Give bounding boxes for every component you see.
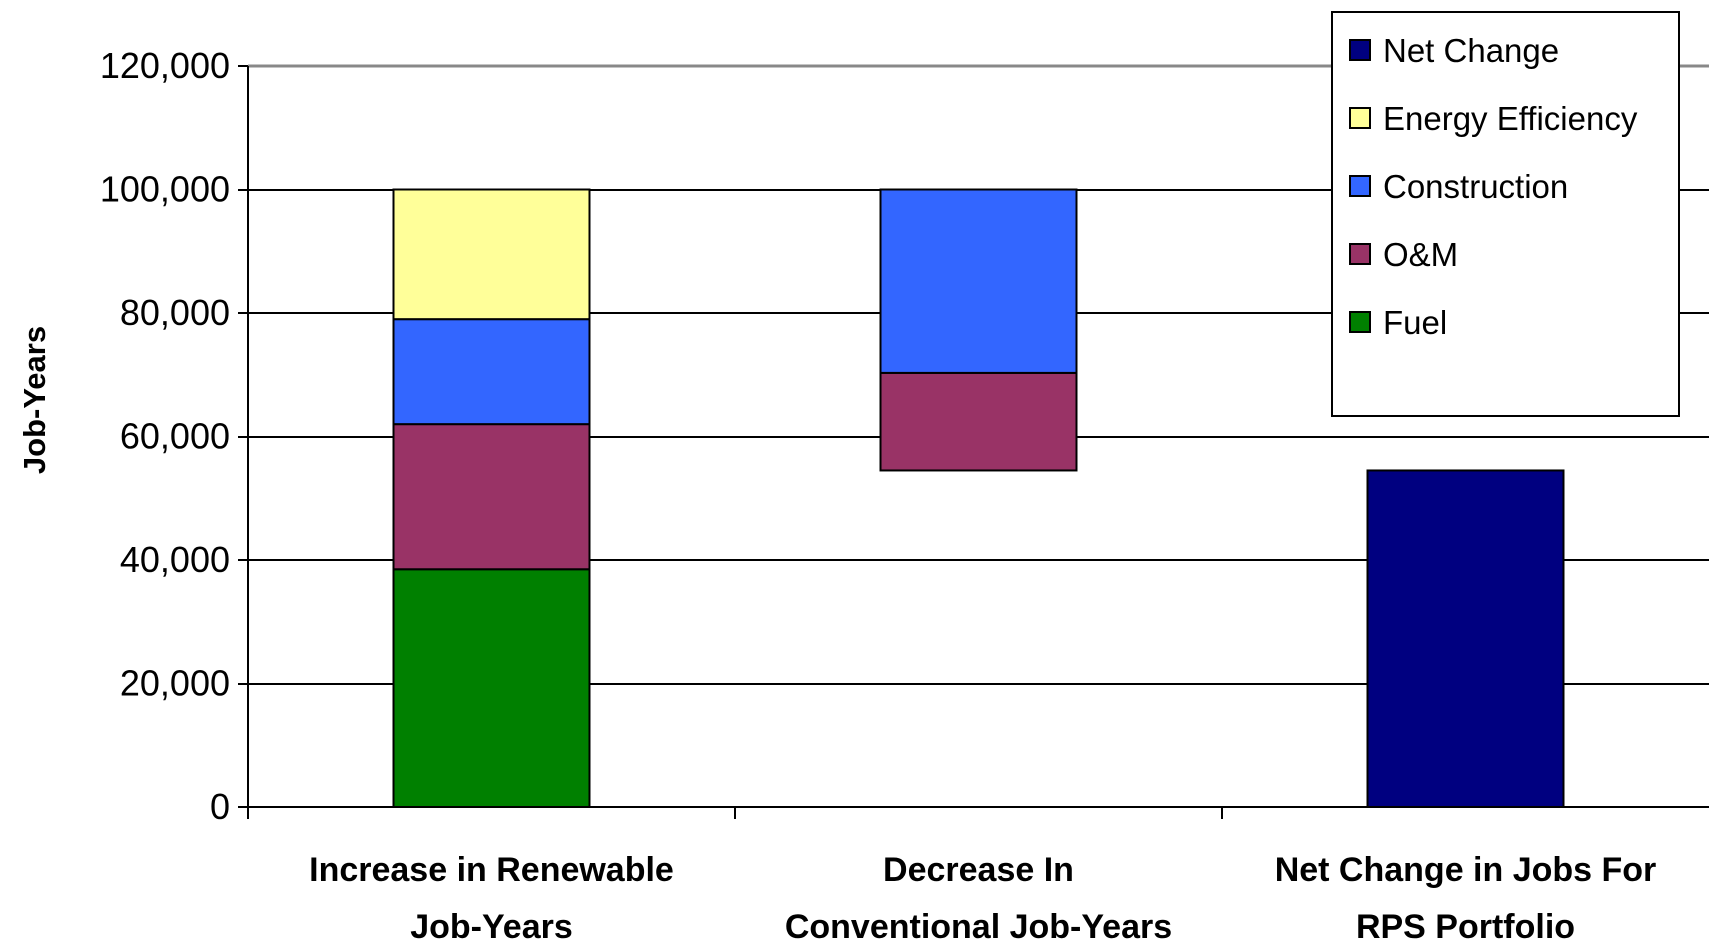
- bar-segment: [879, 371, 1078, 472]
- x-category-label: Decrease In: [883, 851, 1074, 889]
- x-category-label: Increase in Renewable: [309, 851, 674, 889]
- x-category-label: Conventional Job-Years: [785, 908, 1172, 944]
- bars: [392, 188, 1565, 809]
- bar-segment: [392, 423, 591, 571]
- bar-segment: [392, 188, 591, 321]
- x-category-label: RPS Portfolio: [1356, 908, 1575, 944]
- legend-box: [1331, 11, 1680, 417]
- legend-label: Construction: [1383, 168, 1568, 205]
- legend-label: Fuel: [1383, 304, 1447, 341]
- x-category-labels: Increase in Renewable Job-Years Decrease I…: [309, 851, 1656, 944]
- legend-swatch: [1349, 243, 1371, 265]
- y-tick-label: 100,000: [100, 169, 230, 210]
- bar-segment: [392, 318, 591, 426]
- legend-swatch: [1349, 175, 1371, 197]
- y-tick-label: 120,000: [100, 45, 230, 86]
- y-tick-label: 40,000: [120, 539, 230, 580]
- legend-swatch: [1349, 311, 1371, 333]
- bar-segment: [1366, 469, 1565, 808]
- legend: Net Change Energy Efficiency Construction O…: [1331, 11, 1680, 417]
- y-tick-label: 20,000: [120, 663, 230, 704]
- y-axis-title: Job-Years: [17, 326, 52, 474]
- x-category-label: Job-Years: [410, 908, 573, 944]
- legend-label: Net Change: [1383, 32, 1559, 69]
- legend-swatch: [1349, 39, 1371, 61]
- bar-segment: [879, 188, 1078, 374]
- legend-label: O&M: [1383, 236, 1458, 273]
- legend-label: Energy Efficiency: [1383, 100, 1638, 137]
- bar-segment: [392, 568, 591, 809]
- legend-swatch: [1349, 107, 1371, 129]
- axes: [238, 65, 1709, 819]
- y-tick-label: 80,000: [120, 292, 230, 333]
- y-tick-labels: 0 20,000 40,000 60,000 80,000 100,000 120,000: [100, 45, 230, 827]
- y-tick-label: 60,000: [120, 416, 230, 457]
- x-category-label: Net Change in Jobs For: [1275, 851, 1657, 889]
- y-tick-label: 0: [210, 786, 230, 827]
